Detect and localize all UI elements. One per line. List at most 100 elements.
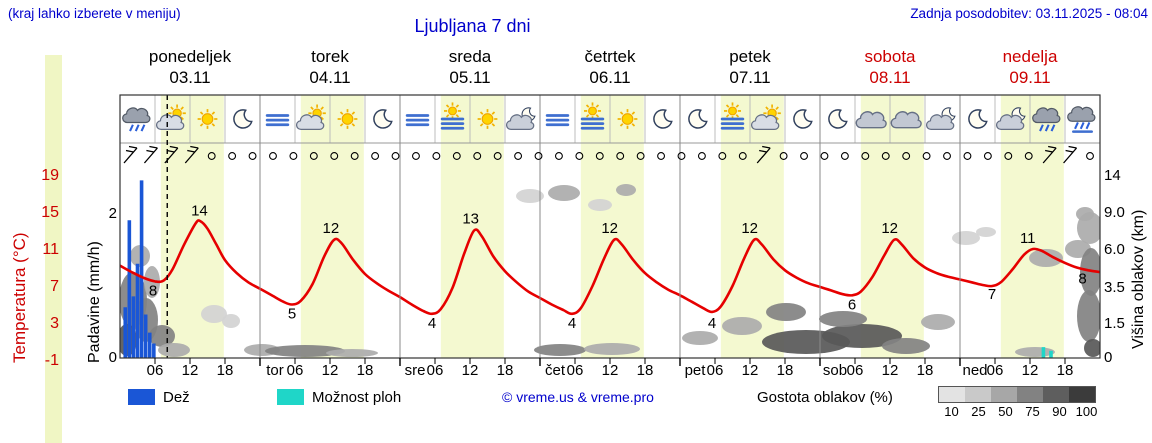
day-abbr-label: čet [545,362,566,379]
temperature-value-label: 4 [708,315,716,332]
wind-calm-icon [575,152,584,160]
time-tick-label: 18 [357,362,374,379]
wind-calm-icon [228,152,237,160]
wind-barb-icon [1063,145,1078,164]
wind-calm-icon [534,152,543,160]
temperature-value-label: 8 [149,282,157,299]
day-abbr-label: sre [405,362,426,379]
wind-calm-icon [330,152,339,160]
cloud-blob [921,314,955,330]
day-header: nedelja 09.11 [960,46,1100,88]
daylight-band [580,95,644,358]
time-tick-label: 18 [1057,362,1074,379]
time-tick-label: 06 [987,362,1004,379]
day-date: 05.11 [449,68,491,87]
day-date: 06.11 [589,68,631,87]
cloud-blob [584,343,640,355]
daylight-band [300,95,364,358]
wind-calm-icon [983,152,992,160]
cloud-height-tick-label: 9.0 [1104,204,1125,221]
time-tick-label: 18 [637,362,654,379]
time-tick-label: 18 [497,362,514,379]
weather-cloud-moon-icon [925,107,956,130]
temperature-value-label: 5 [288,306,296,323]
wind-calm-icon [963,152,972,160]
weather-moon-icon [653,109,673,129]
temp-tick-label: 11 [42,241,59,258]
cloud-blob [952,231,980,245]
cloud-blob [882,338,930,354]
weather-rain-fog-icon [1067,106,1096,133]
location-hint[interactable]: (kraj lahko izberete v meniju) [8,6,181,21]
cloud-scale-box [1069,387,1095,402]
temperature-value-label: 12 [881,220,898,237]
cloud-blob [616,184,636,196]
day-date: 08.11 [869,68,911,87]
temp-tick-label: 15 [41,204,59,221]
cloud-scale-value: 75 [1025,404,1040,419]
wind-calm-icon [636,152,645,160]
day-name: ponedeljek [148,47,232,66]
last-update-text: Zadnja posodobitev: 03.11.2025 - 08:04 [910,6,1148,21]
precip-tick-label: 0 [109,349,117,366]
temperature-value-label: 12 [322,220,339,237]
weather-fog-sun-icon [440,102,465,130]
weather-rain-icon [122,107,151,132]
day-header: petek 07.11 [680,46,820,88]
shower-legend-label: Možnost ploh [312,389,402,406]
wind-calm-icon [677,152,686,160]
wind-calm-icon [1024,152,1033,160]
rain-bar [147,332,152,358]
weather-sun-icon [337,109,358,129]
temperature-value-label: 14 [191,202,208,219]
weather-sun-icon [477,109,498,129]
cloud-scale-value: 90 [1052,404,1067,419]
weather-moon-icon [373,109,393,129]
credit-link[interactable]: © vreme.us & vreme.pro [502,389,654,405]
time-tick-label: 12 [462,362,479,379]
daylight-band [860,95,924,358]
time-tick-label: 18 [917,362,934,379]
cloud-scale-box [991,387,1017,402]
time-tick-label: 12 [1022,362,1039,379]
cloud-blob [326,349,378,357]
cloud-blob [201,305,227,323]
wind-calm-icon [616,152,625,160]
wind-calm-icon [207,152,216,160]
temperature-value-label: 6 [848,296,856,313]
weather-moon-icon [688,109,708,129]
day-name: sreda [448,47,492,66]
wind-barb-icon [756,145,771,164]
wind-barb-icon [1042,145,1057,164]
cloud-blob [548,185,580,201]
cloud-blob [822,324,902,348]
shower-legend-swatch [277,389,304,405]
temp-tick-label: -1 [45,352,59,369]
weather-moon-icon [233,109,253,129]
day-header: četrtek 06.11 [540,46,680,88]
time-tick-label: 18 [777,362,794,379]
weather-fog-sun-icon [580,102,605,130]
weather-fog-icon [265,114,290,127]
cloud-scale-value: 50 [998,404,1013,419]
rain-legend-swatch [128,389,155,405]
day-name: torek [311,47,349,66]
cloud-blob [222,314,240,328]
cloud-blob [588,199,612,211]
weather-moon-icon [828,109,848,129]
cloud-scale-box [965,387,991,402]
temp-tick-label: 3 [50,315,59,332]
temp-tick-label: 7 [50,278,59,295]
wind-calm-icon [391,152,400,160]
cloud-scale-box [1043,387,1069,402]
cloud-blob [1077,290,1100,342]
cloud-blob [722,317,762,335]
left-accent-strip [45,55,62,443]
cloud-scale-box [1017,387,1043,402]
cloud-height-tick-label: 1.5 [1104,315,1125,332]
wind-calm-icon [697,152,706,160]
weather-moon-icon [968,109,988,129]
wind-calm-icon [922,152,931,160]
time-tick-label: 12 [882,362,899,379]
